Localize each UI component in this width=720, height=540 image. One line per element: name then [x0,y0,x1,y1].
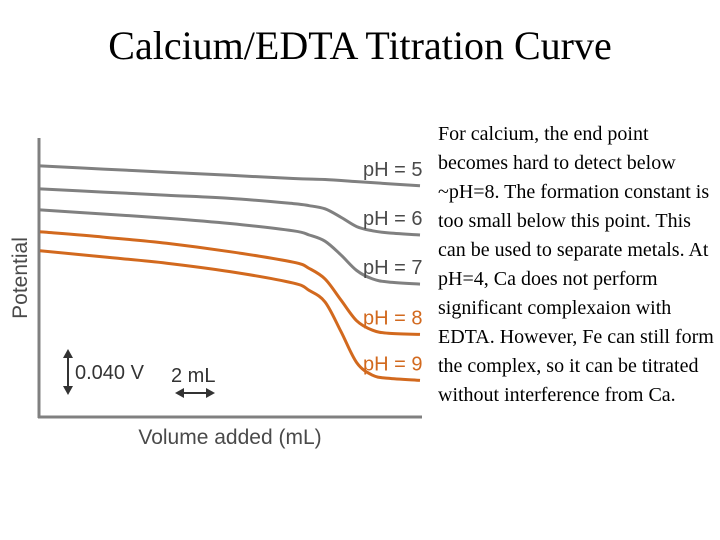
potential-scale-bar [63,349,73,395]
volume-scale-bar [175,388,215,398]
volume-scale-label: 2 mL [171,365,215,387]
x-axis-label: Volume added (mL) [138,426,321,449]
series-line-3 [39,208,421,286]
slide-title: Calcium/EDTA Titration Curve [108,23,612,68]
series-label-2: pH = 6 [363,208,422,230]
series-label-4: pH = 8 [363,307,422,329]
series-layer [39,164,421,382]
chart-canvas: Potential Volume added (mL) 0.040 V 2 mL… [9,138,422,449]
y-axis-label: Potential [9,237,32,319]
series-label-5: pH = 9 [363,353,422,375]
explanation-text: For calcium, the end point becomes hard … [438,123,714,406]
series-line-5 [39,249,421,382]
potential-scale-label: 0.040 V [75,362,145,384]
series-label-1: pH = 5 [363,159,422,181]
series-label-3: pH = 7 [363,257,422,279]
series-line-2 [39,187,421,237]
series-label-layer: pH = 5 pH = 6 pH = 7 pH = 8 pH = 9 [363,159,422,376]
series-line-1 [39,164,421,188]
series-line-4 [39,230,421,336]
titration-chart: Potential Volume added (mL) 0.040 V 2 mL… [0,120,440,460]
